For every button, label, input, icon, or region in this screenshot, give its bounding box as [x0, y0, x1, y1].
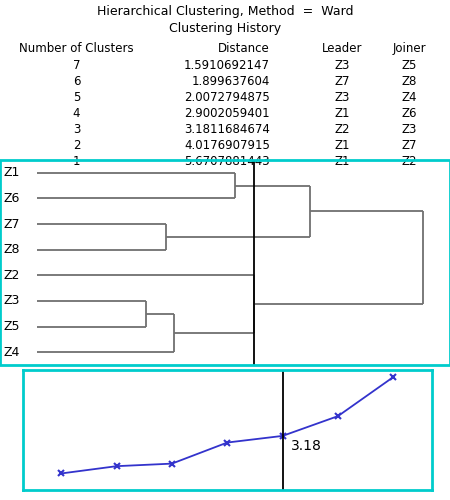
- Text: Z6: Z6: [4, 192, 20, 205]
- Text: Z4: Z4: [4, 346, 20, 358]
- Text: Z5: Z5: [4, 320, 20, 333]
- Text: Z7: Z7: [402, 139, 417, 152]
- Text: 2.9002059401: 2.9002059401: [184, 107, 270, 120]
- Text: Z3: Z3: [4, 294, 20, 308]
- Text: Z3: Z3: [402, 123, 417, 136]
- Text: Z3: Z3: [334, 59, 350, 72]
- Text: 2: 2: [73, 139, 80, 152]
- Text: Z2: Z2: [334, 123, 350, 136]
- Text: Z2: Z2: [4, 269, 20, 282]
- Text: 1.899637604: 1.899637604: [192, 75, 270, 88]
- Text: 5.6707881443: 5.6707881443: [184, 155, 270, 168]
- Text: Hierarchical Clustering, Method  =  Ward: Hierarchical Clustering, Method = Ward: [97, 5, 353, 18]
- Text: Z3: Z3: [334, 91, 350, 104]
- Text: 3.18: 3.18: [291, 440, 322, 454]
- Text: Z1: Z1: [334, 155, 350, 168]
- Text: 1: 1: [73, 155, 80, 168]
- Text: Z7: Z7: [4, 218, 20, 230]
- Text: Number of Clusters: Number of Clusters: [19, 42, 134, 54]
- Text: 7: 7: [73, 59, 80, 72]
- Text: Z5: Z5: [402, 59, 417, 72]
- Text: 6: 6: [73, 75, 80, 88]
- Text: 5: 5: [73, 91, 80, 104]
- Text: Z1: Z1: [334, 139, 350, 152]
- Text: Z8: Z8: [402, 75, 417, 88]
- Text: Z1: Z1: [4, 166, 20, 179]
- Text: 4: 4: [73, 107, 80, 120]
- Text: Leader: Leader: [322, 42, 362, 54]
- Text: Z1: Z1: [334, 107, 350, 120]
- Text: 2.0072794875: 2.0072794875: [184, 91, 270, 104]
- Text: Z4: Z4: [402, 91, 417, 104]
- Text: Z7: Z7: [334, 75, 350, 88]
- Text: 4.0176907915: 4.0176907915: [184, 139, 270, 152]
- Text: Z2: Z2: [402, 155, 417, 168]
- Text: Z6: Z6: [402, 107, 417, 120]
- Text: 3.1811684674: 3.1811684674: [184, 123, 270, 136]
- Text: 1.5910692147: 1.5910692147: [184, 59, 270, 72]
- Text: 3: 3: [73, 123, 80, 136]
- Text: Clustering History: Clustering History: [169, 22, 281, 36]
- Text: Z8: Z8: [4, 243, 20, 256]
- Text: Joiner: Joiner: [393, 42, 426, 54]
- Text: Distance: Distance: [218, 42, 270, 54]
